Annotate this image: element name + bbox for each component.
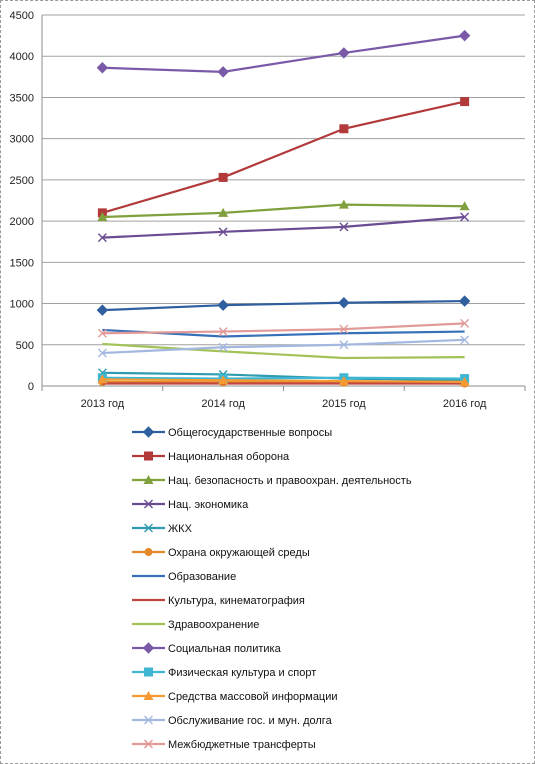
series-line: [102, 215, 465, 239]
series-line: [102, 376, 465, 380]
data-point: [339, 324, 349, 334]
y-tick-label: 3500: [10, 92, 34, 104]
y-tick-label: 4500: [10, 10, 34, 22]
data-point: [97, 233, 107, 243]
data-point: [217, 299, 229, 311]
data-point: [96, 62, 109, 74]
data-point: [97, 348, 107, 358]
data-point: [97, 211, 108, 221]
legend: Общегосударственные вопросы Национальная …: [132, 426, 412, 751]
data-point: [338, 297, 350, 309]
legend-label: Нац. экономика: [168, 499, 249, 511]
legend-marker: [144, 667, 153, 677]
data-point: [459, 201, 470, 211]
legend-marker: [142, 642, 155, 654]
data-point: [218, 172, 228, 182]
y-tick-label: 2500: [10, 175, 34, 187]
data-point: [338, 47, 350, 59]
data-point: [458, 295, 471, 307]
data-point: [218, 227, 228, 237]
legend-label: Образование: [168, 571, 236, 583]
legend-label: Нац. безопасность и правоохран. деятельн…: [168, 475, 412, 487]
data-point: [218, 375, 229, 385]
data-point: [338, 199, 349, 209]
legend-label: Социальная политика: [168, 643, 282, 655]
y-tick-label: 3000: [10, 134, 34, 146]
legend-label: Средства массовой информации: [168, 691, 338, 703]
data-point: [460, 318, 470, 328]
series-line: [102, 299, 465, 312]
data-point: [339, 222, 349, 232]
x-tick-label: 2015 год: [322, 398, 366, 410]
data-point: [97, 328, 107, 338]
data-point: [459, 376, 470, 386]
y-tick-label: 1000: [10, 299, 34, 311]
x-axis: 2013 год 2014 год 2015 год 2016 год: [41, 386, 526, 410]
legend-label: Здравоохранение: [168, 619, 259, 631]
series-line: [102, 100, 465, 214]
legend-label: Физическая культура и спорт: [168, 667, 316, 679]
legend-marker: [143, 691, 154, 700]
gridlines: [42, 14, 525, 387]
data-point: [217, 66, 229, 78]
legend-marker: [144, 739, 153, 749]
plot-area: [96, 29, 471, 388]
data-point: [218, 207, 229, 217]
data-point: [460, 335, 470, 345]
legend-marker: [144, 548, 153, 556]
y-tick-label: 0: [28, 381, 34, 393]
legend-label: Культура, кинематография: [168, 595, 305, 607]
series-line: [102, 322, 465, 335]
data-point: [96, 304, 109, 316]
y-tick-label: 4000: [10, 51, 34, 63]
data-point: [460, 97, 470, 107]
series-line: [102, 203, 465, 219]
legend-label: Обслуживание гос. и мун. долга: [168, 715, 333, 727]
legend-marker: [144, 523, 153, 533]
data-point: [460, 212, 470, 222]
y-axis: 0 500 1000 1500 2000 2500 3000 3500 4000 4500: [10, 10, 43, 393]
x-tick-label: 2013 год: [81, 398, 125, 410]
data-point: [458, 29, 471, 42]
data-point: [338, 376, 349, 386]
series-line: [102, 338, 465, 355]
x-tick-label: 2016 год: [443, 398, 487, 410]
series-line: [102, 371, 465, 382]
data-point: [218, 342, 228, 352]
legend-label: Межбюджетные трансферты: [168, 739, 316, 751]
data-point: [339, 124, 349, 134]
legend-marker: [142, 426, 155, 438]
series-line: [102, 342, 465, 360]
data-point: [218, 327, 228, 337]
y-tick-label: 2000: [10, 216, 34, 228]
legend-marker: [144, 715, 153, 725]
y-tick-label: 1500: [10, 257, 34, 269]
series-line: [102, 378, 465, 383]
x-tick-label: 2014 год: [201, 398, 245, 410]
legend-label: Национальная оборона: [168, 451, 290, 463]
legend-marker: [144, 499, 153, 509]
legend-label: Общегосударственные вопросы: [168, 427, 332, 439]
legend-marker: [143, 475, 154, 484]
series-line: [102, 34, 465, 73]
legend-marker: [144, 451, 153, 461]
data-point: [97, 374, 108, 384]
legend-label: Охрана окружающей среды: [168, 547, 310, 559]
data-point: [339, 340, 349, 350]
legend-label: ЖКХ: [168, 523, 193, 535]
y-tick-label: 500: [16, 340, 34, 352]
